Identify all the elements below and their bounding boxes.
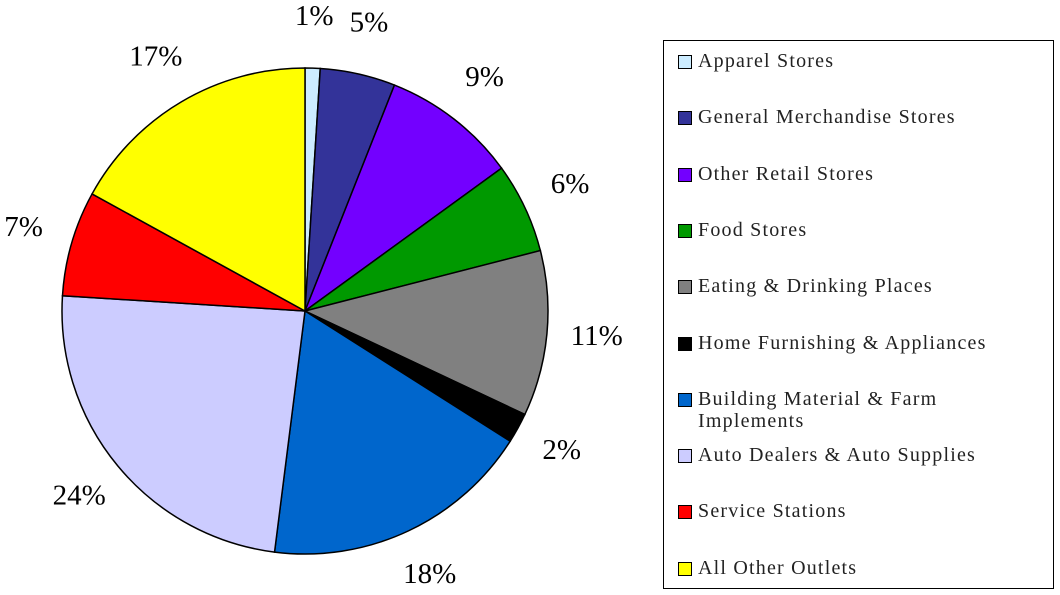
slice-label: 1% [295, 0, 334, 32]
legend-item: Eating & Drinking Places [678, 275, 1048, 297]
legend-item: Home Furnishing & Appliances [678, 332, 1048, 354]
legend-item: Service Stations [678, 500, 1048, 522]
legend-swatch [678, 505, 692, 520]
slice-label: 17% [129, 40, 182, 72]
legend-label: Other Retail Stores [698, 162, 875, 185]
legend-swatch [678, 280, 692, 295]
slice-label: 18% [403, 558, 456, 590]
legend-swatch [678, 392, 692, 407]
slice-label: 9% [465, 61, 504, 93]
pie-slice [273, 309, 512, 555]
legend-item: General Merchandise Stores [678, 106, 1048, 128]
slice-label: 5% [350, 7, 389, 39]
legend-item: Apparel Stores [678, 50, 1048, 72]
legend-item: Food Stores [678, 219, 1048, 241]
pie-slice [303, 84, 503, 314]
legend-item: Other Retail Stores [678, 163, 1048, 185]
legend: Apparel Stores General Merchandise Stores… [663, 40, 1054, 589]
pie-slice [61, 192, 306, 312]
legend-label: Food Stores [698, 218, 808, 241]
legend-swatch [678, 336, 692, 351]
pie-slice [61, 294, 306, 553]
legend-label: All Other Outlets [698, 556, 858, 579]
legend-label: Eating & Drinking Places [698, 275, 933, 298]
legend-swatch [678, 167, 692, 182]
slice-label: 2% [542, 434, 581, 466]
pie-slice [91, 67, 306, 313]
legend-swatch [678, 111, 692, 126]
legend-swatch [678, 561, 692, 576]
slice-label: 24% [53, 479, 106, 511]
legend-item: All Other Outlets [678, 557, 1048, 579]
legend-item: Auto Dealers & Auto Supplies [678, 444, 1048, 466]
legend-label: Auto Dealers & Auto Supplies [698, 444, 977, 467]
pie-slice [302, 249, 549, 416]
slice-label: 6% [551, 168, 590, 200]
legend-label: Service Stations [698, 500, 847, 523]
slice-label: 7% [4, 211, 43, 243]
legend-swatch [678, 55, 692, 69]
legend-label: Building Material & Farm Implements [698, 387, 938, 432]
legend-label: General Merchandise Stores [698, 106, 956, 129]
legend-swatch [678, 449, 692, 464]
legend-item: Building Material & Farm Implements [678, 388, 1048, 432]
legend-swatch [678, 223, 692, 238]
legend-label: Home Furnishing & Appliances [698, 331, 987, 354]
pie-area: 1% 5% 9% 6% 11% 2% 18% 24% 7% 17% [4, 0, 623, 590]
legend-label: Apparel Stores [698, 50, 835, 72]
slice-label: 11% [571, 320, 623, 352]
